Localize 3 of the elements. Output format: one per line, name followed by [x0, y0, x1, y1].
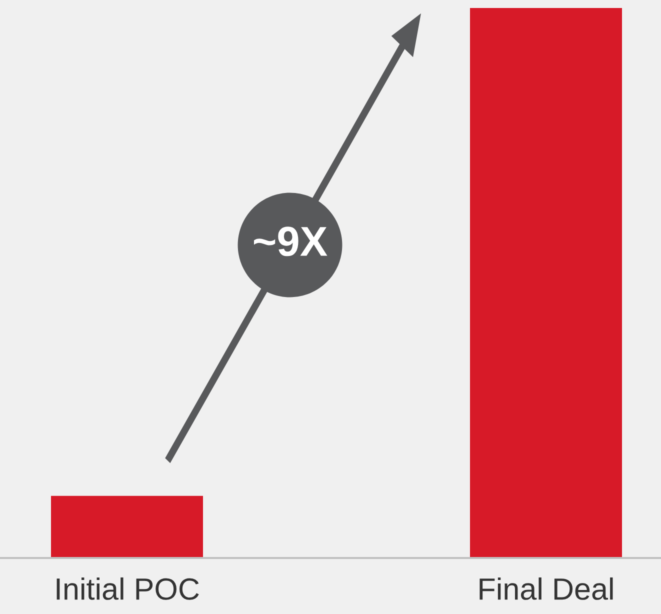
annotation: ~9X — [254, 226, 328, 256]
x-tick-label: Final Deal — [480, 577, 613, 600]
x-tick-label: Initial POC — [56, 577, 199, 600]
